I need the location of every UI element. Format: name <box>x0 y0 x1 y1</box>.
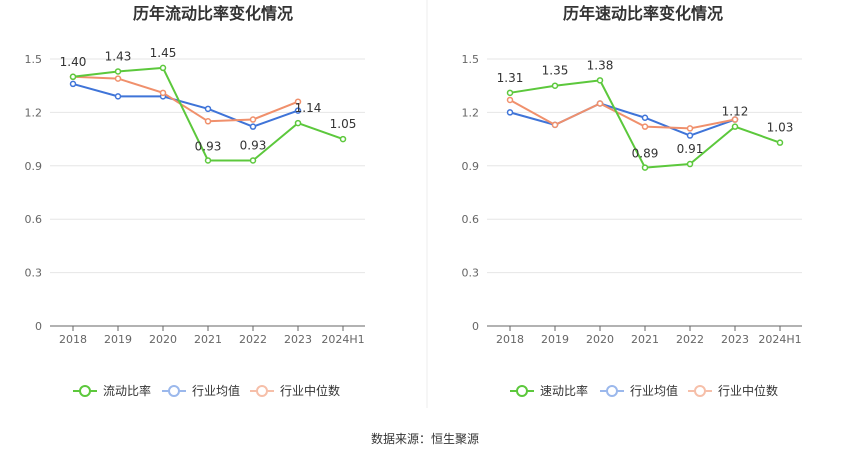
y-tick-label: 0.6 <box>25 213 43 226</box>
data-point-main <box>776 139 784 146</box>
x-tick-label: 2024H1 <box>758 333 801 346</box>
data-point-median <box>159 89 167 97</box>
data-label: 1.03 <box>767 121 794 135</box>
x-tick-label: 2020 <box>586 333 614 346</box>
chart-panel-1: 历年流动比率变化情况 0 0.3 0.6 0.9 1.2 1.5 2018 2019 2020 20… <box>25 4 365 398</box>
data-point-main <box>69 73 77 81</box>
y-tick-label: 0 <box>35 320 42 333</box>
legend-label: 行业均值 <box>192 383 240 398</box>
legend-swatch-marker <box>256 385 268 397</box>
data-point-main <box>731 123 739 130</box>
y-tick-label: 0.9 <box>462 160 480 173</box>
data-point-main <box>339 135 347 143</box>
x-tick-label: 2022 <box>239 333 267 346</box>
data-point-avg <box>204 105 212 113</box>
data-point-avg <box>69 80 77 88</box>
data-point-avg <box>294 107 302 114</box>
x-tick-label: 2023 <box>284 333 312 346</box>
x-tick-label: 2020 <box>149 333 177 346</box>
chart-title: 历年流动比率变化情况 <box>133 4 293 23</box>
data-point-main <box>596 77 604 84</box>
legend-swatch-marker <box>168 385 180 397</box>
chart-panel-2: 历年速动比率变化情况 0 0.3 0.6 0.9 1.2 1.5 2018 2019 2020 20… <box>462 4 802 398</box>
data-label: 1.12 <box>722 105 749 119</box>
legend-label: 行业中位数 <box>718 383 778 398</box>
data-point-main <box>641 164 649 171</box>
data-point-avg <box>249 123 257 130</box>
data-point-main <box>249 157 257 164</box>
data-point-median <box>114 75 122 82</box>
data-label: 0.89 <box>632 147 659 161</box>
y-tick-label: 1.5 <box>462 53 480 66</box>
data-point-median <box>596 100 604 107</box>
series-line-median <box>509 99 736 130</box>
legend-swatch-marker <box>694 385 706 397</box>
series-line-median <box>72 75 299 123</box>
data-point-median <box>204 118 212 125</box>
y-tick-label: 1.2 <box>25 106 43 119</box>
data-point-main <box>294 119 302 127</box>
x-tick-label: 2018 <box>59 333 87 346</box>
data-point-avg <box>641 114 649 121</box>
data-point-avg <box>506 109 514 116</box>
data-point-median <box>249 116 257 123</box>
chart-title: 历年速动比率变化情况 <box>563 4 723 23</box>
legend-swatch-marker <box>606 385 618 397</box>
data-point-main <box>204 157 212 164</box>
series-line-avg <box>509 102 736 137</box>
data-point-median <box>686 125 694 132</box>
y-tick-label: 0.3 <box>462 267 480 280</box>
data-point-main <box>551 82 559 89</box>
legend-label: 行业中位数 <box>280 383 340 398</box>
data-label: 1.14 <box>295 101 322 115</box>
x-tick-label: 2019 <box>104 333 132 346</box>
data-point-median <box>294 98 302 105</box>
legend-swatch-marker <box>79 385 91 397</box>
data-point-median <box>506 96 514 104</box>
x-tick-label: 2019 <box>541 333 569 346</box>
data-label: 0.93 <box>240 138 267 152</box>
data-point-avg <box>114 93 122 100</box>
data-point-main <box>159 64 167 72</box>
legend-label: 流动比率 <box>103 383 151 398</box>
x-tick-label: 2022 <box>676 333 704 346</box>
data-label: 1.05 <box>330 117 357 131</box>
data-point-median <box>731 116 739 123</box>
data-point-median <box>641 123 649 130</box>
data-label: 1.40 <box>60 55 87 69</box>
series-line-avg <box>72 82 299 128</box>
data-point-main <box>114 68 122 75</box>
x-tick-label: 2018 <box>496 333 524 346</box>
x-tick-label: 2021 <box>194 333 222 346</box>
y-tick-label: 0 <box>472 320 479 333</box>
data-point-main <box>506 89 514 97</box>
data-label: 1.43 <box>105 49 132 63</box>
data-label: 0.93 <box>195 139 222 153</box>
y-tick-label: 0.6 <box>462 213 480 226</box>
y-tick-label: 0.9 <box>25 160 43 173</box>
legend-label: 速动比率 <box>540 383 588 398</box>
data-point-avg <box>686 132 694 139</box>
data-point-main <box>686 160 694 168</box>
legend-label: 行业均值 <box>630 383 678 398</box>
legend-swatch-marker <box>516 385 528 397</box>
data-label: 1.45 <box>150 46 177 60</box>
y-tick-label: 0.3 <box>25 267 43 280</box>
x-tick-label: 2024H1 <box>321 333 364 346</box>
data-label: 1.38 <box>587 58 614 72</box>
data-point-median <box>551 121 559 129</box>
data-label: 1.31 <box>497 71 524 85</box>
source-note: 数据来源：恒生聚源 <box>371 431 479 446</box>
data-label: 1.35 <box>542 64 569 78</box>
data-label: 0.91 <box>677 142 704 156</box>
y-tick-label: 1.5 <box>25 53 43 66</box>
x-tick-label: 2023 <box>721 333 749 346</box>
x-tick-label: 2021 <box>631 333 659 346</box>
y-tick-label: 1.2 <box>462 106 480 119</box>
